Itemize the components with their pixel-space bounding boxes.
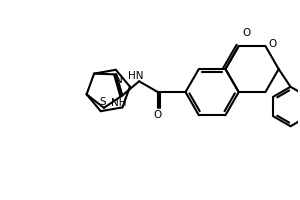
Text: S: S — [100, 97, 106, 107]
Text: O: O — [242, 28, 251, 38]
Text: N: N — [115, 75, 123, 85]
Text: NH: NH — [111, 98, 126, 108]
Text: O: O — [154, 110, 162, 120]
Text: HN: HN — [128, 71, 144, 81]
Text: O: O — [268, 39, 276, 49]
